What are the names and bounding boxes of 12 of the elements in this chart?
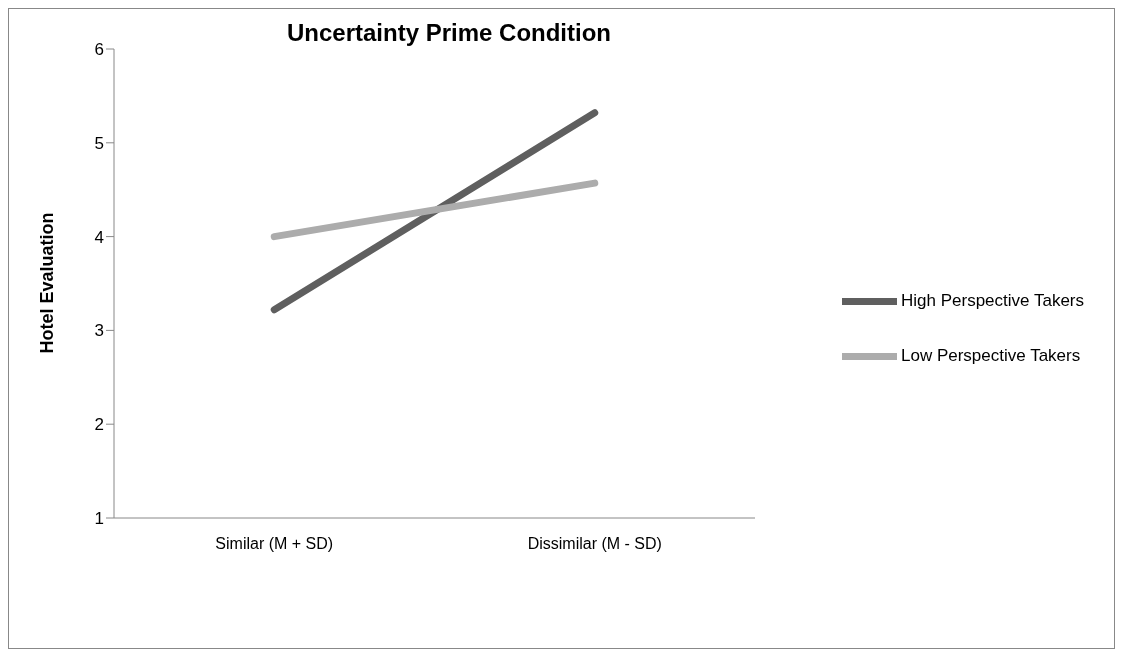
legend-label: High Perspective Takers xyxy=(901,290,1084,310)
y-axis-title: Hotel Evaluation xyxy=(37,212,58,354)
legend-label: Low Perspective Takers xyxy=(901,345,1081,365)
y-tick-label: 6 xyxy=(94,40,104,60)
x-tick-label: Dissimilar (M - SD) xyxy=(527,535,662,553)
y-tick-label: 5 xyxy=(94,133,104,153)
y-tick-label: 1 xyxy=(94,509,104,529)
y-tick-label: 3 xyxy=(94,321,104,341)
x-tick-label: Similar (M + SD) xyxy=(215,535,334,553)
chart-title: Uncertainty Prime Condition xyxy=(286,19,612,46)
y-tick-label: 2 xyxy=(94,415,104,435)
y-tick-label: 4 xyxy=(94,227,104,247)
